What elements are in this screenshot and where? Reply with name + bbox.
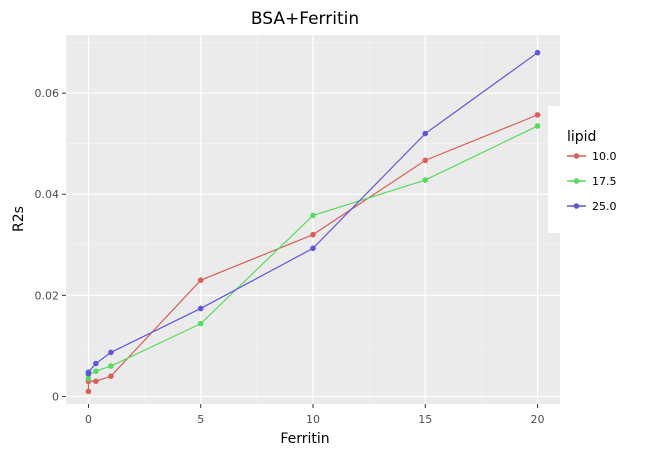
x-tick-label: 15 — [418, 413, 432, 426]
data-point-17.5 — [310, 212, 316, 219]
data-point-10.0 — [310, 231, 316, 238]
data-point-10.0 — [85, 388, 92, 395]
data-point-17.5 — [534, 123, 541, 129]
data-point-17.5 — [108, 363, 114, 369]
y-tick-label: 0.06 — [35, 87, 60, 100]
y-tick-label: 0.02 — [35, 289, 60, 302]
data-point-25.0 — [108, 349, 114, 356]
legend-items: 10.0 17.5 25.0 — [567, 150, 617, 213]
legend-key-point-25.0 — [573, 203, 580, 209]
data-point-25.0 — [422, 130, 429, 137]
data-point-17.5 — [85, 375, 92, 382]
y-axis-title: R2s — [11, 206, 27, 232]
data-point-25.0 — [534, 49, 541, 56]
legend-title: lipid — [567, 129, 596, 145]
legend-label-10.0: 10.0 — [592, 150, 617, 163]
legend-label-17.5: 17.5 — [592, 175, 617, 188]
legend-key-point-10.0 — [573, 153, 580, 159]
data-point-10.0 — [93, 378, 99, 385]
data-point-25.0 — [93, 360, 99, 367]
data-point-25.0 — [197, 305, 204, 312]
data-point-10.0 — [422, 157, 429, 164]
x-tick-label: 20 — [531, 413, 545, 426]
grid-major — [66, 35, 560, 404]
series-layer — [85, 49, 541, 395]
x-axis-ticks: 0 5 10 15 20 — [85, 404, 545, 426]
data-point-17.5 — [93, 368, 99, 374]
x-tick-label: 0 — [85, 413, 92, 426]
data-point-10.0 — [534, 112, 541, 118]
data-point-17.5 — [197, 320, 204, 327]
legend: lipid 10.0 17.5 25.0 — [548, 106, 617, 233]
y-tick-label: 0.04 — [35, 188, 60, 201]
legend-label-25.0: 25.0 — [592, 200, 617, 213]
data-point-25.0 — [310, 245, 316, 252]
x-tick-label: 5 — [197, 413, 204, 426]
data-point-10.0 — [197, 277, 204, 283]
chart-title: BSA+Ferritin — [251, 9, 359, 29]
x-tick-label: 10 — [306, 413, 320, 426]
data-point-25.0 — [85, 369, 92, 375]
x-axis-title: Ferritin — [280, 431, 329, 447]
legend-key-point-17.5 — [573, 178, 580, 184]
y-axis-ticks: 0 0.02 0.04 0.06 — [35, 87, 66, 403]
legend-background — [548, 106, 614, 233]
data-point-17.5 — [422, 177, 429, 183]
data-point-10.0 — [108, 373, 114, 379]
y-tick-label: 0 — [52, 390, 59, 403]
